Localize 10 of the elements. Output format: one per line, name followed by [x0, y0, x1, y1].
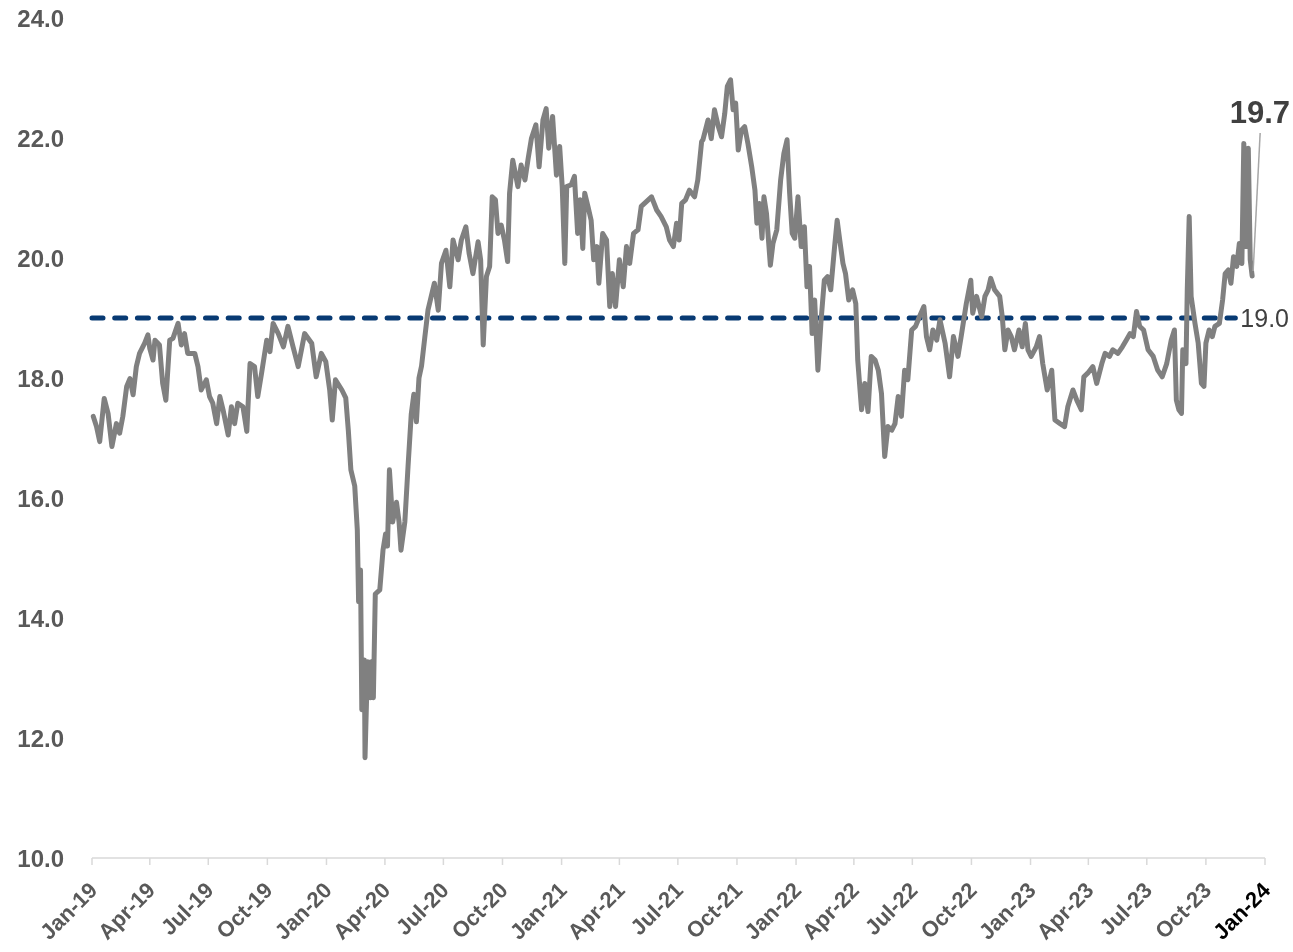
y-tick-label: 18.0	[17, 364, 64, 392]
ref-line-label: 19.0	[1240, 304, 1289, 332]
y-tick-label: 16.0	[17, 484, 64, 512]
y-tick-label: 24.0	[17, 4, 64, 32]
y-tick-label: 12.0	[17, 724, 64, 752]
y-tick-label: 20.0	[17, 244, 64, 272]
y-tick-label: 14.0	[17, 604, 64, 632]
y-tick-label: 10.0	[17, 844, 64, 872]
annotation: 19.7	[1229, 95, 1291, 130]
y-tick-label: 22.0	[17, 124, 64, 152]
